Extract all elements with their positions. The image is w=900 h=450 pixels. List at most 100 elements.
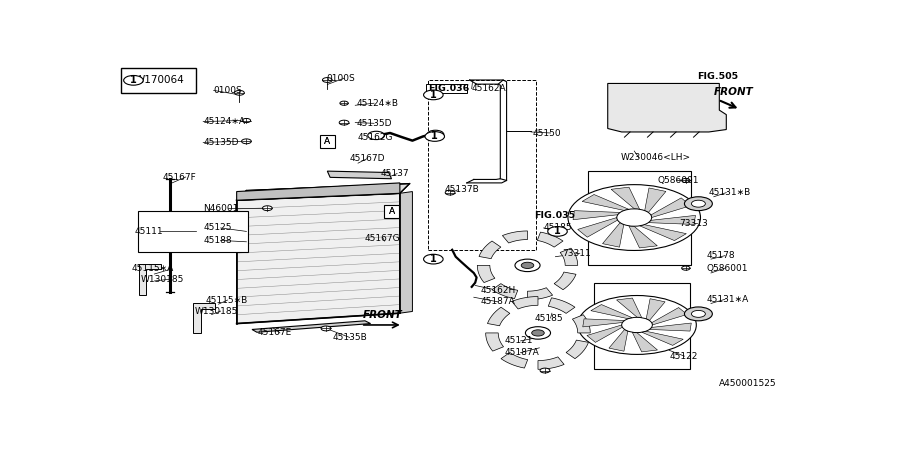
Text: W130185: W130185 [140, 275, 184, 284]
Text: 45167F: 45167F [163, 172, 196, 181]
Text: 45135B: 45135B [332, 333, 367, 342]
Polygon shape [646, 299, 665, 320]
Bar [594, 283, 690, 369]
Bar [589, 171, 691, 266]
Text: 45187A: 45187A [481, 297, 516, 306]
Polygon shape [548, 298, 575, 313]
Polygon shape [587, 325, 623, 342]
Text: Q586001: Q586001 [658, 176, 699, 185]
Text: A: A [389, 207, 394, 216]
Polygon shape [616, 298, 642, 318]
Bar [121, 68, 195, 93]
Text: 45187A: 45187A [505, 348, 539, 357]
Circle shape [526, 327, 551, 339]
Circle shape [568, 184, 700, 251]
Circle shape [123, 76, 143, 85]
Text: 45111: 45111 [135, 227, 164, 236]
Circle shape [532, 330, 544, 336]
Text: FRONT: FRONT [364, 310, 403, 320]
Polygon shape [608, 83, 726, 132]
Circle shape [616, 209, 652, 226]
Circle shape [241, 139, 251, 144]
Polygon shape [633, 332, 658, 352]
Polygon shape [642, 331, 683, 346]
Polygon shape [237, 183, 400, 200]
Text: 45121: 45121 [505, 337, 533, 346]
Text: 1: 1 [431, 131, 438, 141]
Polygon shape [583, 319, 625, 327]
Text: 1: 1 [554, 226, 561, 236]
Polygon shape [644, 188, 666, 212]
Text: A450001525: A450001525 [719, 379, 777, 388]
Polygon shape [629, 226, 657, 248]
Bar [138, 212, 248, 252]
Polygon shape [501, 352, 527, 368]
Polygon shape [537, 232, 563, 247]
Polygon shape [640, 225, 687, 241]
Circle shape [339, 120, 349, 125]
Text: FIG.035: FIG.035 [534, 211, 575, 220]
Text: 0100S: 0100S [213, 86, 242, 95]
Circle shape [540, 368, 550, 373]
Polygon shape [492, 284, 517, 299]
Text: N46001: N46001 [203, 204, 238, 213]
Polygon shape [560, 248, 578, 266]
Polygon shape [477, 266, 495, 283]
Polygon shape [578, 217, 617, 237]
Text: 1: 1 [130, 75, 137, 86]
Polygon shape [139, 264, 161, 295]
Circle shape [515, 259, 540, 272]
Circle shape [428, 130, 444, 139]
Text: 45124∗B: 45124∗B [356, 99, 399, 108]
Text: 45137: 45137 [381, 169, 410, 178]
Bar [383, 205, 400, 218]
Polygon shape [193, 303, 215, 333]
Circle shape [548, 226, 567, 236]
Bar [427, 84, 467, 93]
Polygon shape [237, 184, 410, 200]
Text: 45124∗A: 45124∗A [203, 117, 245, 126]
Polygon shape [512, 297, 538, 309]
Circle shape [424, 90, 443, 100]
Circle shape [263, 206, 272, 211]
Text: A: A [389, 207, 394, 216]
Polygon shape [572, 315, 590, 333]
Text: 45122: 45122 [669, 351, 698, 360]
Polygon shape [554, 272, 576, 290]
Polygon shape [582, 194, 629, 211]
Text: 73311: 73311 [562, 249, 591, 258]
Circle shape [446, 190, 455, 195]
Text: 45167E: 45167E [257, 328, 292, 338]
Text: A: A [324, 137, 330, 146]
Text: 45167G: 45167G [365, 234, 400, 243]
Text: Q586001: Q586001 [706, 264, 748, 273]
Text: 45115∗B: 45115∗B [205, 296, 248, 305]
Polygon shape [648, 216, 696, 225]
Circle shape [235, 90, 244, 95]
Polygon shape [237, 194, 400, 324]
Text: 1: 1 [430, 90, 436, 100]
Polygon shape [590, 305, 633, 319]
Circle shape [681, 266, 690, 270]
Circle shape [684, 307, 713, 321]
Circle shape [425, 131, 445, 141]
Circle shape [368, 131, 384, 140]
Bar [320, 135, 335, 148]
Circle shape [340, 101, 348, 105]
Polygon shape [252, 321, 371, 332]
Text: W170064: W170064 [135, 75, 184, 86]
Circle shape [691, 200, 706, 207]
Text: 45162A: 45162A [472, 84, 507, 93]
Polygon shape [488, 307, 510, 326]
Text: 45150: 45150 [533, 129, 561, 138]
Text: 45178: 45178 [706, 251, 735, 260]
Circle shape [691, 310, 706, 317]
Polygon shape [527, 288, 553, 300]
Circle shape [578, 296, 697, 355]
Text: 45125: 45125 [203, 224, 231, 233]
Bar [428, 80, 536, 250]
Text: 45162G: 45162G [358, 133, 393, 142]
Text: 45115∗A: 45115∗A [132, 264, 175, 273]
Polygon shape [400, 192, 412, 313]
Circle shape [424, 254, 443, 264]
